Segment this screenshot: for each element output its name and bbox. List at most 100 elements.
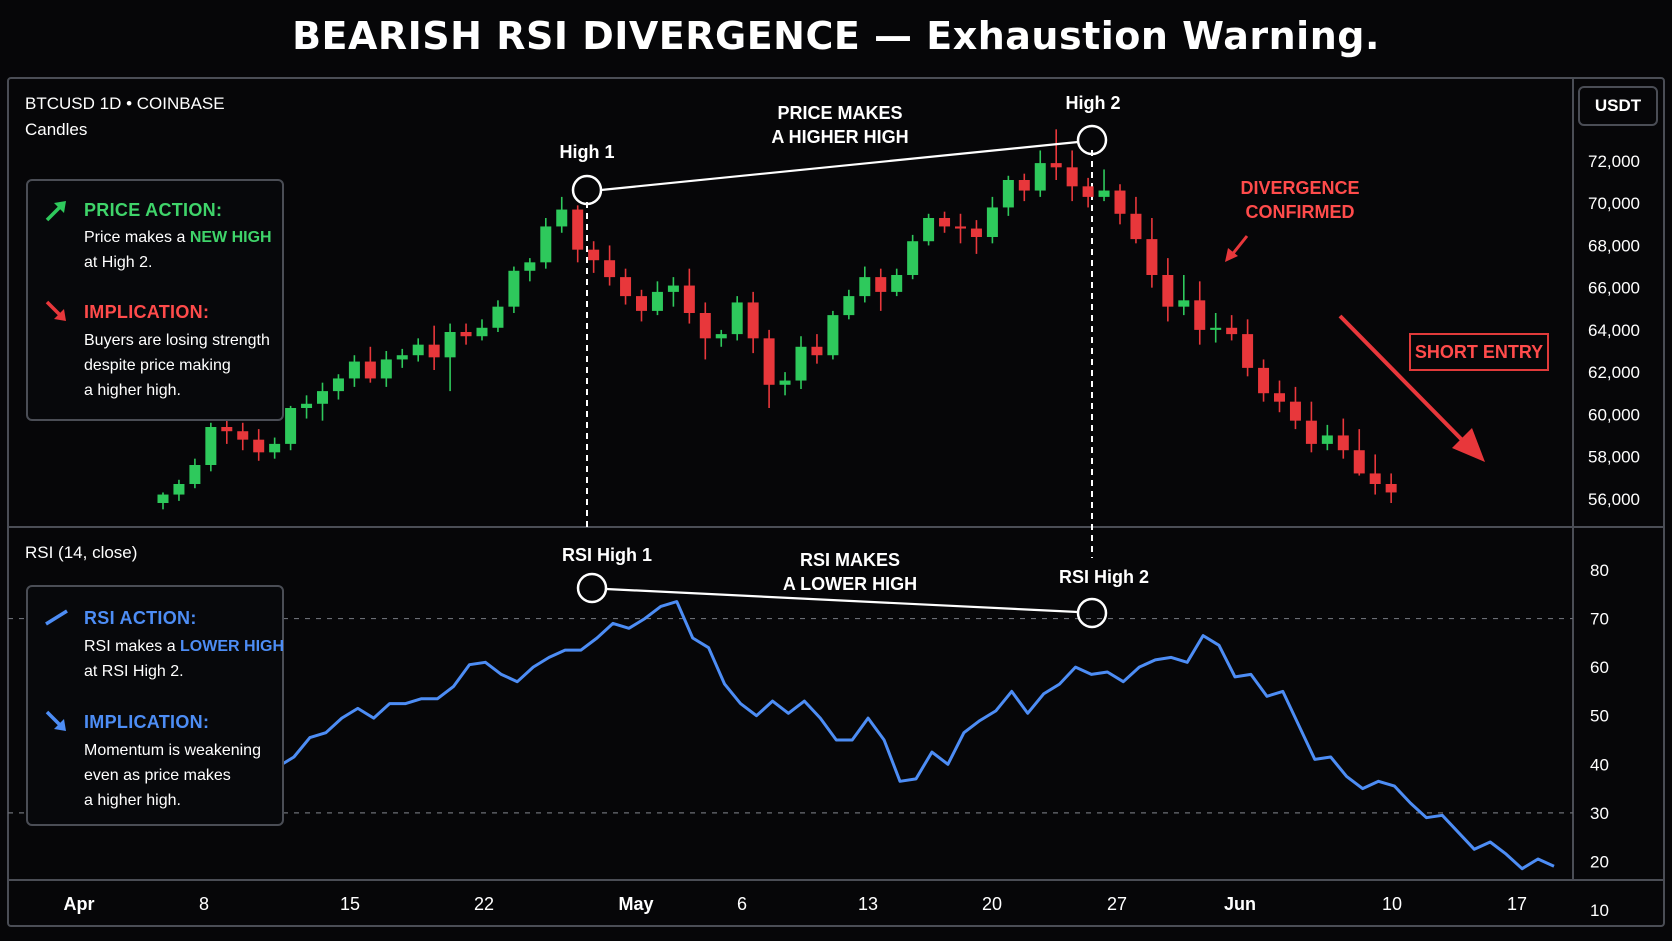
rsi-high1-marker bbox=[576, 572, 608, 604]
candle-body bbox=[683, 285, 695, 313]
price-tick-label: 58,000 bbox=[1588, 448, 1640, 467]
candle-body bbox=[763, 338, 775, 385]
rsi-implication-heading: IMPLICATION: bbox=[84, 712, 210, 732]
divergence-arrow-head bbox=[1225, 248, 1238, 262]
chart-border bbox=[7, 77, 1665, 927]
candle bbox=[1274, 380, 1285, 413]
candle bbox=[1034, 150, 1046, 197]
candle bbox=[364, 346, 376, 383]
time-tick-label: 17 bbox=[1507, 894, 1527, 914]
candle bbox=[412, 338, 424, 362]
candle-body bbox=[269, 443, 281, 453]
candle bbox=[1178, 275, 1190, 316]
candle bbox=[508, 266, 520, 313]
higher-high-line bbox=[600, 140, 1079, 192]
rsi-tick-label: 20 bbox=[1590, 852, 1609, 871]
rsi-tick-label: 70 bbox=[1590, 610, 1609, 629]
candle-body bbox=[1002, 180, 1014, 208]
rsi-action-heading: RSI ACTION: bbox=[84, 608, 197, 628]
candle-body bbox=[731, 302, 743, 335]
rsi-tick-label: 80 bbox=[1590, 561, 1609, 580]
candle-body bbox=[1210, 327, 1222, 330]
candle-body bbox=[636, 296, 647, 311]
chart-frame bbox=[7, 77, 1665, 927]
candle bbox=[285, 405, 297, 451]
short-entry-arrow-head bbox=[1452, 428, 1485, 462]
candle bbox=[859, 266, 871, 303]
candle-body bbox=[986, 207, 998, 237]
rsi-tick-label: 60 bbox=[1590, 658, 1609, 677]
candle bbox=[747, 291, 759, 354]
candle-body bbox=[540, 226, 552, 263]
candle bbox=[588, 241, 600, 273]
candle bbox=[1289, 386, 1301, 430]
rsi-tick-label: 40 bbox=[1590, 755, 1609, 774]
candle bbox=[923, 213, 935, 246]
candle-body bbox=[1226, 327, 1238, 335]
candle-body bbox=[1050, 163, 1062, 168]
candle-body bbox=[875, 277, 887, 292]
candle bbox=[604, 245, 616, 286]
candle bbox=[779, 372, 791, 396]
time-tick-label: Jun bbox=[1224, 894, 1256, 914]
candle-body bbox=[1018, 180, 1030, 191]
currency-button[interactable]: USDT bbox=[1578, 86, 1658, 126]
lower-high-line bbox=[605, 587, 1079, 614]
price-tick-label: 72,000 bbox=[1588, 152, 1640, 171]
candle bbox=[875, 268, 887, 311]
candle-body bbox=[1082, 186, 1094, 197]
candle-body bbox=[332, 378, 344, 392]
price-tick-label: 56,000 bbox=[1588, 490, 1640, 509]
time-tick-label: 8 bbox=[199, 894, 209, 914]
candle-body bbox=[604, 260, 616, 278]
lower-high-label-line1: RSI MAKES bbox=[799, 550, 900, 570]
candle-body bbox=[205, 427, 217, 465]
candle bbox=[380, 351, 392, 387]
rsi-action-line2: at RSI High 2. bbox=[84, 663, 184, 680]
candle bbox=[795, 336, 807, 389]
candle bbox=[460, 323, 472, 345]
price-implication-line: a higher high. bbox=[84, 382, 181, 399]
candle-body bbox=[715, 334, 727, 339]
price-tick-label: 68,000 bbox=[1588, 236, 1640, 255]
candle-body bbox=[189, 465, 201, 484]
candle-body bbox=[476, 327, 488, 337]
candle bbox=[811, 334, 823, 364]
candle bbox=[651, 281, 663, 316]
price-info-box: PRICE ACTION: Price makes a NEW HIGH at … bbox=[26, 179, 284, 421]
price-action-line2: at High 2. bbox=[84, 254, 153, 271]
candle bbox=[1162, 258, 1174, 322]
candle-body bbox=[923, 218, 935, 242]
arrow-down-right-icon bbox=[45, 300, 66, 321]
candle bbox=[317, 382, 328, 421]
price-tick-label: 60,000 bbox=[1588, 405, 1640, 424]
candle-body bbox=[508, 270, 520, 307]
candle-body bbox=[1130, 213, 1142, 240]
candle-body bbox=[1274, 393, 1285, 402]
time-tick-label: Apr bbox=[64, 894, 95, 914]
candle-body bbox=[492, 306, 504, 328]
lower-high-label-line2: A LOWER HIGH bbox=[782, 574, 918, 594]
candle bbox=[1242, 319, 1254, 377]
candles bbox=[157, 129, 1397, 510]
candle bbox=[843, 289, 855, 320]
candle-body bbox=[970, 228, 982, 237]
candle bbox=[1337, 418, 1349, 459]
candle-body bbox=[939, 218, 951, 227]
candle bbox=[524, 258, 536, 282]
higher-high-label-line1: PRICE MAKES bbox=[777, 103, 903, 123]
rsi-tick-label: 10 bbox=[1590, 901, 1609, 920]
candle bbox=[476, 319, 488, 341]
candle bbox=[1114, 184, 1126, 225]
high2-marker bbox=[1076, 124, 1108, 156]
candle bbox=[444, 323, 456, 392]
candle bbox=[667, 277, 679, 307]
candle-body bbox=[1385, 484, 1397, 493]
rsi-high1-label: RSI High 1 bbox=[561, 545, 652, 565]
candle-body bbox=[1034, 163, 1046, 191]
candle bbox=[1321, 424, 1333, 451]
candle bbox=[253, 429, 265, 461]
candle-body bbox=[1146, 239, 1158, 275]
time-tick-label: 22 bbox=[474, 894, 494, 914]
rsi-pane-label: RSI (14, close) bbox=[25, 543, 138, 562]
